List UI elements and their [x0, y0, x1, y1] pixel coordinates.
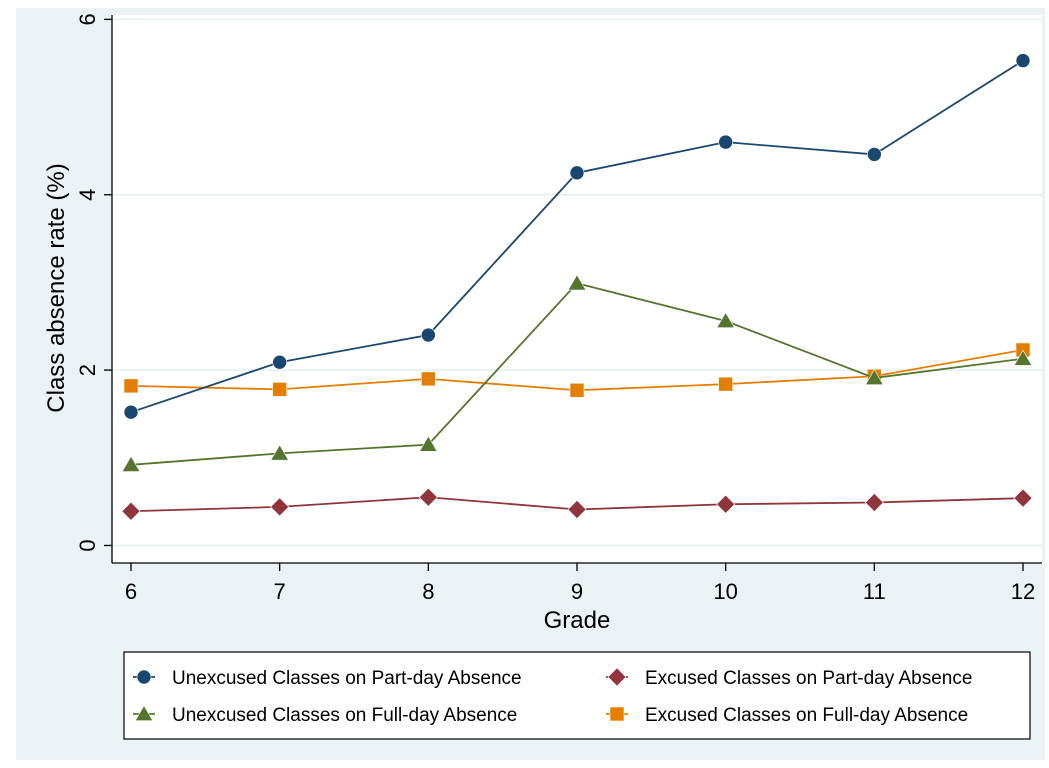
data-point: [716, 312, 736, 329]
x-tick-label: 7: [274, 579, 286, 604]
data-point: [421, 371, 436, 387]
legend-item-excused-full-day: Excused Classes on Full-day Absence: [606, 705, 968, 726]
data-point: [1015, 53, 1031, 68]
legend-marker-triangle: [133, 705, 155, 722]
data-point: [121, 501, 141, 521]
legend-marker-circle: [133, 669, 155, 685]
data-point: [272, 382, 287, 397]
data-point: [716, 494, 736, 514]
legend-label-excused-full-day: Excused Classes on Full-day Absence: [645, 705, 968, 726]
x-tick-label: 6: [125, 579, 137, 604]
x-tick-label: 12: [1011, 579, 1035, 604]
data-point: [421, 327, 436, 343]
legend-item-unexcused-full-day: Unexcused Classes on Full-day Absence: [133, 705, 517, 726]
legend-label-excused-part-day: Excused Classes on Part-day Absence: [645, 668, 972, 689]
series-diamond: [121, 487, 1033, 521]
legend-label-unexcused-part-day: Unexcused Classes on Part-day Absence: [172, 668, 522, 689]
series-triangle: [121, 274, 1033, 472]
data-point: [270, 444, 290, 461]
data-point: [272, 354, 287, 370]
data-point: [123, 378, 139, 394]
y-tick-label: 6: [75, 13, 100, 25]
x-axis-title: Grade: [544, 607, 611, 634]
y-tick-label: 2: [75, 364, 100, 376]
x-tick-label: 11: [863, 579, 886, 604]
data-point: [567, 499, 587, 520]
data-point: [867, 147, 882, 162]
data-point: [270, 497, 290, 517]
legend-symbol: [134, 705, 154, 722]
legend-symbol: [607, 667, 627, 687]
data-point: [569, 382, 585, 398]
x-ticks: 6 7 8 9 10 11 12: [125, 563, 1035, 604]
legend-item-unexcused-part-day: Unexcused Classes on Part-day Absence: [133, 668, 522, 689]
data-point: [418, 487, 438, 507]
data-point: [569, 165, 585, 181]
data-point: [1013, 488, 1033, 508]
series-circle: [123, 53, 1031, 420]
data-point: [1013, 349, 1033, 366]
data-point: [121, 455, 141, 472]
x-tick-label: 9: [571, 579, 583, 604]
legend: Unexcused Classes on Part-day Absence Ex…: [123, 651, 1031, 740]
y-axis-title: Class absence rate (%): [43, 163, 70, 412]
data-point: [123, 404, 139, 420]
y-tick-label: 4: [75, 189, 100, 201]
legend-label-unexcused-full-day: Unexcused Classes on Full-day Absence: [172, 705, 517, 726]
data-point: [864, 368, 884, 386]
legend-marker-diamond: [606, 667, 628, 687]
x-tick-label: 8: [422, 579, 434, 604]
data-point: [864, 492, 884, 513]
legend-symbol: [136, 669, 152, 685]
legend-box: [123, 651, 1031, 740]
data-point: [418, 435, 438, 452]
legend-marker-square: [606, 706, 628, 722]
data-point: [718, 134, 733, 150]
data-point: [567, 274, 587, 291]
legend-item-excused-part-day: Excused Classes on Part-day Absence: [606, 667, 972, 689]
legend-symbol: [609, 706, 625, 722]
data-point: [718, 376, 733, 392]
x-tick-label: 10: [713, 579, 737, 604]
y-ticks: 0 2 4 6: [75, 13, 112, 552]
grid-lines: [112, 18, 1042, 547]
y-tick-label: 0: [75, 539, 100, 551]
series-layer: [121, 53, 1033, 521]
